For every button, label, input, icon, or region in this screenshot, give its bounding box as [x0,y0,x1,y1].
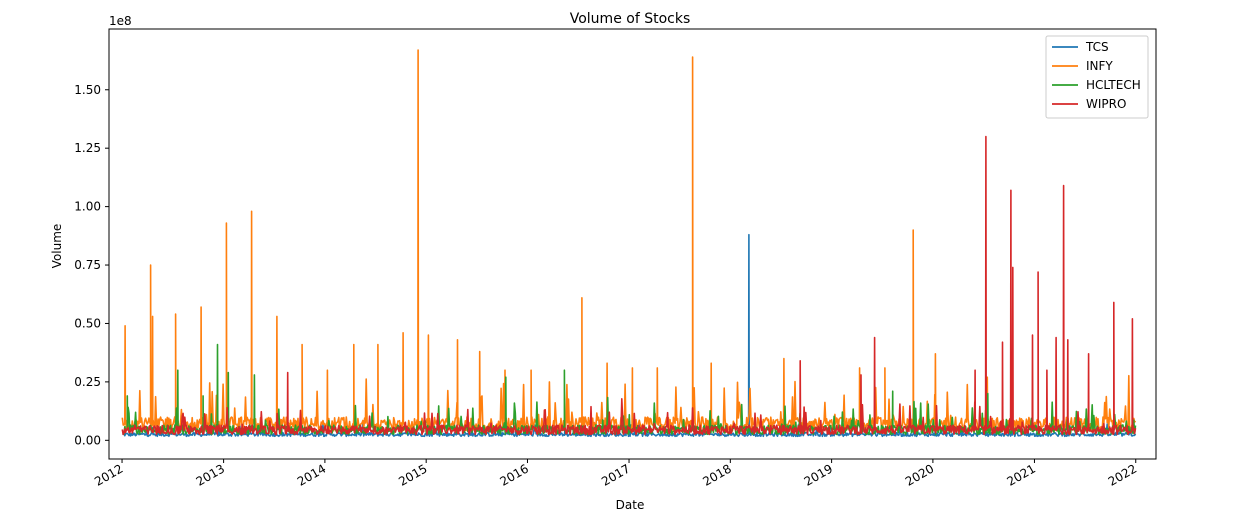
y-tick-label: 0.25 [74,375,101,389]
x-tick-label: 2020 [903,461,936,488]
x-tick-label: 2013 [194,461,227,488]
x-tick-label: 2018 [700,461,733,488]
series-line-infy [121,49,1137,432]
x-axis-label: Date [616,498,645,512]
y-axis-label: Volume [50,224,64,269]
chart-title: Volume of Stocks [570,11,691,27]
y-tick-label: 0.75 [74,258,101,272]
legend: TCS INFY HCLTECH WIPRO [1045,35,1149,119]
x-tick-label: 2019 [802,461,835,488]
x-tick-label: 2016 [498,461,531,488]
legend-label-hcltech: HCLTECH [1086,78,1141,92]
y-axis-multiplier: 1e8 [109,14,132,28]
y-tick-label: 0.00 [74,433,101,447]
y-tick-label: 0.50 [74,316,101,330]
x-tick-label: 2012 [92,461,125,488]
series-line-tcs [122,233,1137,438]
plot-frame [108,28,1157,460]
x-tick-label: 2015 [396,461,429,488]
legend-label-infy: INFY [1086,59,1113,73]
legend-label-wipro: WIPRO [1086,97,1126,111]
series-layer [121,49,1137,438]
y-tick-label: 1.00 [74,200,101,214]
legend-label-tcs: TCS [1085,40,1109,54]
y-tick-label: 1.25 [74,141,101,155]
series-line-wipro [121,135,1137,436]
x-tick-label: 2017 [599,461,632,488]
x-tick-label: 2014 [295,461,328,488]
x-tick-label: 2022 [1106,461,1139,488]
legend-frame [1045,35,1149,119]
y-tick-label: 1.50 [74,83,101,97]
x-tick-label: 2021 [1005,461,1038,488]
